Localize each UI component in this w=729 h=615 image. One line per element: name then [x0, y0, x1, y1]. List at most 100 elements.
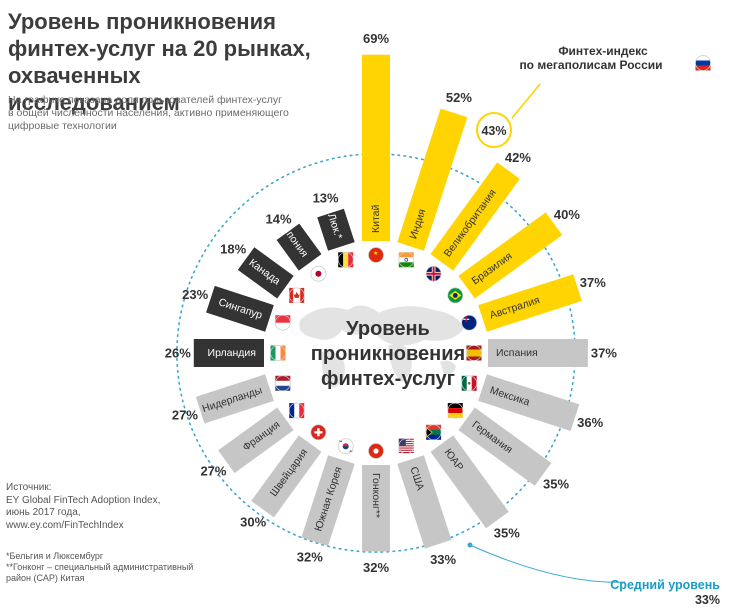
bar-category-label: Испания [496, 347, 538, 359]
footnotes: *Бельгия и Люксембург **Гонконг – специа… [6, 551, 221, 584]
bar-6 [478, 374, 580, 431]
subtitle-line: цифровые технологии [8, 120, 117, 132]
bar-category-label: Китай [370, 204, 382, 233]
average-value: 33% [694, 593, 720, 607]
bar-value-label: 36% [577, 415, 603, 430]
subtitle-line: На графике показана доля пользователей ф… [8, 94, 282, 106]
japan-flag [310, 265, 327, 282]
india-flag [398, 251, 415, 268]
bar-9 [397, 455, 452, 549]
bar-16 [206, 285, 274, 332]
bar-value-label: 23% [182, 287, 208, 302]
bar-11 [301, 455, 355, 547]
center-label-line: проникновения [311, 343, 465, 365]
bar-value-label: 37% [580, 275, 606, 290]
title-line: Уровень проникновения [8, 9, 276, 34]
russia-index-marker [476, 112, 512, 148]
bar-18 [276, 223, 322, 271]
callout-line: Финтех-индекс [558, 44, 648, 58]
bar-2 [430, 162, 520, 271]
russia-index-callout: Финтех-индекс по мегаполисам России [508, 44, 698, 72]
switzerland-flag [310, 424, 327, 441]
uk-flag [425, 265, 442, 282]
bar-13 [218, 407, 294, 474]
bar-4 [478, 274, 582, 332]
russia-flag [695, 55, 711, 71]
bar-category-label: Великобритания [442, 187, 499, 259]
center-label-line: Уровень [346, 318, 430, 340]
bar-19 [317, 208, 355, 251]
bar-value-label: 13% [313, 190, 339, 205]
callout-connector [511, 83, 541, 119]
bar-value-label: 69% [363, 31, 389, 46]
source-note: Источник: EY Global FinTech Adoption Ind… [6, 482, 206, 532]
subtitle-line: в общей численности населения, активно п… [8, 107, 289, 119]
bar-10 [362, 465, 390, 552]
bar-value-label: 27% [172, 408, 198, 423]
brazil-flag [447, 287, 464, 304]
mexico-flag [461, 375, 478, 392]
footnote-line: **Гонконг – специальный административный [6, 562, 194, 572]
australia-flag [461, 314, 478, 331]
bar-value-label: 27% [200, 464, 226, 479]
bar-value-label: 35% [543, 476, 569, 491]
bar-value-label: 42% [505, 150, 531, 165]
ireland-flag [270, 345, 286, 361]
bar-value-label: 26% [165, 346, 191, 361]
bar-value-label: 37% [591, 346, 617, 361]
bar-value-label: 32% [363, 560, 389, 575]
footnote-line: район (САР) Китая [6, 573, 85, 583]
france-flag [288, 402, 305, 419]
source-line: EY Global FinTech Adoption Index, [6, 494, 161, 506]
bar-value-label: 30% [240, 515, 266, 530]
bar-value-label: 18% [220, 242, 246, 257]
bar-0 [362, 54, 390, 241]
average-connector [469, 544, 626, 583]
bar-value-label: 32% [297, 549, 323, 564]
usa-flag [398, 438, 415, 455]
netherlands-flag [274, 375, 291, 392]
singapore-flag [274, 314, 291, 331]
world-map-icon [299, 305, 464, 388]
footnote-line: *Бельгия и Люксембург [6, 551, 104, 561]
canada-flag [288, 287, 305, 304]
bar-value-label: 35% [494, 526, 520, 541]
page-title: Уровень проникновения финтех-услуг на 20… [8, 8, 318, 116]
russia-index-value: 43% [481, 124, 506, 138]
source-line: Источник: [6, 482, 52, 493]
title-line: финтех-услуг на 20 рынках, [8, 36, 311, 61]
hong-kong-flag [368, 443, 384, 459]
bar-value-label: 14% [266, 211, 292, 226]
spain-flag [466, 345, 482, 361]
title-line: охваченных исследованием [8, 63, 180, 115]
bars-layer: Китай69%★Индия52%Великобритания42%Бразил… [165, 31, 618, 575]
center-label-line: финтех-услуг [321, 368, 455, 390]
svg-text:★: ★ [373, 250, 378, 257]
bar-category-label: Ирландия [208, 347, 256, 359]
bar-15 [193, 339, 264, 367]
south-korea-flag [337, 438, 354, 455]
callout-graphics: 43% [467, 55, 711, 583]
callout-line: по мегаполисам России [519, 58, 663, 72]
bar-12 [251, 435, 322, 518]
bar-3 [458, 212, 563, 299]
source-line: www.ey.com/FinTechIndex [6, 519, 124, 531]
bar-1 [397, 108, 468, 251]
belgium-luxembourg-flag [337, 251, 354, 268]
bar-8 [430, 435, 509, 529]
china-flag: ★ [368, 247, 384, 263]
average-label: Средний уровень [610, 578, 720, 592]
bar-value-label: 33% [430, 552, 456, 567]
bar-value-label: 40% [554, 207, 580, 222]
center-label: Уровень проникновения финтех-услуг [311, 318, 465, 390]
bar-17 [237, 247, 294, 299]
bar-value-label: 52% [446, 90, 472, 105]
bar-5 [488, 339, 588, 367]
south-africa-flag [425, 424, 442, 441]
source-line: июнь 2017 года, [6, 507, 81, 518]
bar-14 [195, 374, 274, 424]
subtitle: На графике показана доля пользователей ф… [8, 94, 308, 133]
average-marker-dot [467, 542, 473, 548]
